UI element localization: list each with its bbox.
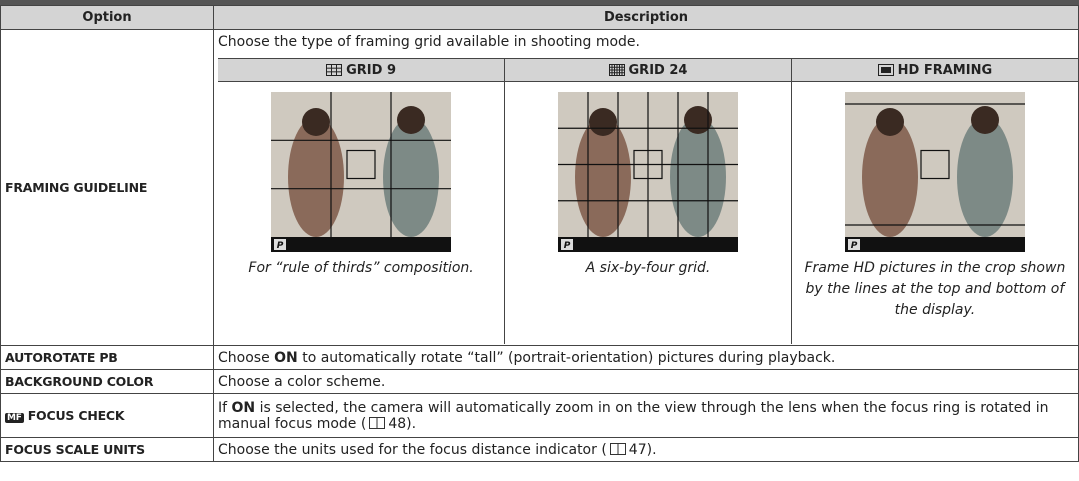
head	[302, 108, 331, 136]
book-icon	[369, 416, 386, 429]
head	[588, 108, 617, 136]
header-option: Option	[0, 5, 214, 30]
header-description: Description	[213, 5, 1079, 30]
icon-frame	[877, 63, 894, 76]
person	[574, 117, 631, 237]
mode-badge-label: P	[564, 241, 571, 251]
text: Choose the units used for the focus dist…	[218, 441, 607, 458]
text: Choose	[218, 349, 275, 366]
text: ON	[274, 349, 298, 366]
status-bar	[271, 237, 452, 252]
mode-badge	[274, 239, 287, 250]
caption: A six-by-four grid.	[585, 260, 711, 276]
icon-inner	[880, 66, 891, 73]
mode-badge-label: P	[277, 241, 284, 251]
book-icon	[609, 442, 626, 455]
icon-frame	[326, 63, 343, 76]
person	[383, 117, 440, 237]
text: ).	[646, 441, 657, 458]
mode-badge	[560, 239, 573, 250]
person	[956, 117, 1013, 237]
head	[683, 106, 712, 134]
focus-frame	[633, 149, 663, 180]
mode-cell: P Frame HD pictures in the crop shown by …	[790, 81, 1078, 344]
screen-image: P	[557, 92, 738, 252]
page-ref: 48	[388, 415, 407, 432]
mode-badge	[847, 239, 860, 250]
description: Choose ON to automatically rotate “tall”…	[213, 345, 1079, 370]
mode-header: GRID 9	[218, 58, 506, 82]
mode-header: GRID 24	[504, 58, 792, 82]
settings-table: Option Description FRAMING GUIDELINE Cho…	[0, 5, 1079, 462]
mode-cell: P For “rule of thirds” composition.	[218, 81, 506, 344]
mode-label: GRID 24	[628, 62, 688, 78]
mf-icon: MF	[5, 413, 24, 423]
person	[669, 117, 726, 237]
head	[970, 106, 999, 134]
focus-frame	[920, 149, 950, 180]
option: FOCUS SCALE UNITS	[0, 437, 214, 462]
description: Choose the type of framing grid availabl…	[213, 29, 1079, 346]
option: AUTOROTATE PB	[0, 345, 214, 370]
screen-image: P	[271, 92, 452, 252]
mode-cell: P A six-by-four grid.	[504, 81, 792, 344]
mode-header: HD FRAMING	[790, 58, 1078, 82]
mode-label: GRID 9	[346, 62, 397, 78]
text: to automatically rotate “tall” (portrait…	[297, 349, 836, 366]
description: Choose the units used for the focus dist…	[213, 437, 1079, 462]
text: ON	[231, 399, 256, 416]
description: If ON is selected, the camera will autom…	[213, 393, 1079, 438]
grid-icon	[877, 63, 894, 76]
text: If	[218, 399, 232, 416]
status-bar	[844, 237, 1025, 252]
top-bar	[0, 0, 1079, 5]
description: Choose a color scheme.	[213, 369, 1079, 394]
head	[875, 108, 904, 136]
screen-image: P	[844, 92, 1025, 252]
mode-badge-label: P	[851, 241, 858, 251]
focus-frame	[346, 149, 376, 180]
page-ref: 47	[628, 441, 647, 458]
text: FOCUS CHECK	[27, 408, 125, 423]
mode-table: GRID 9 GRID 24 HD FRAMING P For “rule of th…	[218, 58, 1078, 344]
head	[397, 106, 426, 134]
status-bar	[557, 237, 738, 252]
intro: Choose the type of framing grid availabl…	[218, 34, 640, 50]
option: MF FOCUS CHECK	[0, 393, 214, 438]
caption: For “rule of thirds” composition.	[248, 260, 474, 276]
grid-icon	[326, 63, 343, 76]
mode-label: HD FRAMING	[897, 62, 993, 78]
text: ).	[406, 415, 417, 432]
text: is selected, the camera will automatical…	[218, 399, 1049, 432]
option: FRAMING GUIDELINE	[0, 29, 214, 346]
person	[288, 117, 345, 237]
caption: Frame HD pictures in the crop shown by t…	[804, 260, 1066, 318]
option: BACKGROUND COLOR	[0, 369, 214, 394]
person	[861, 117, 918, 237]
grid-icon	[608, 63, 625, 76]
